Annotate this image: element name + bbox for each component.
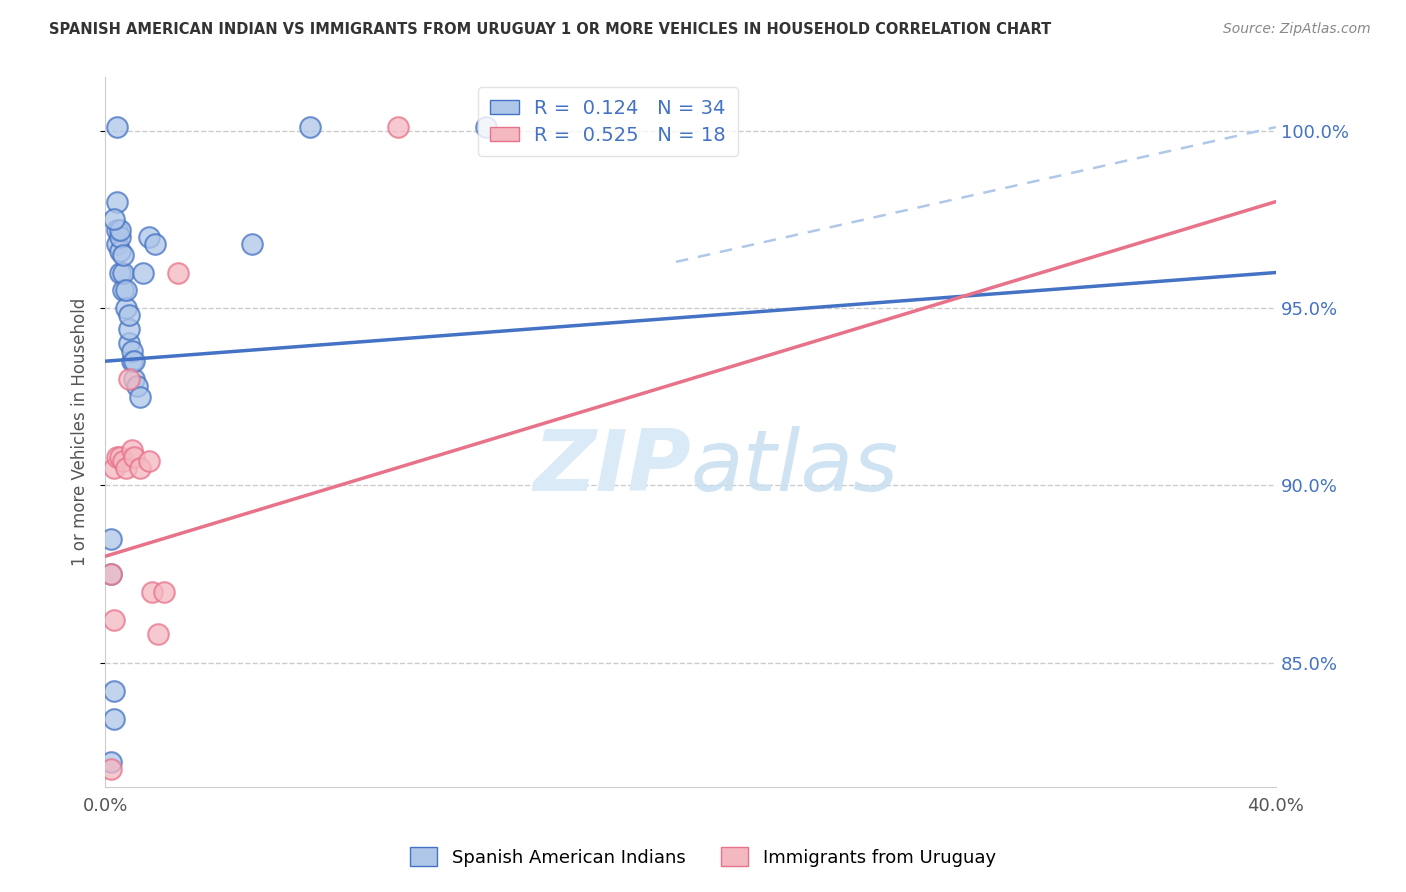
Point: [105, 450, 128, 464]
Point: [124, 354, 146, 368]
Point: [103, 684, 125, 698]
Point: [108, 266, 131, 280]
Point: [100, 755, 122, 769]
Point: [143, 237, 166, 252]
Text: Source: ZipAtlas.com: Source: ZipAtlas.com: [1223, 22, 1371, 37]
Point: [108, 450, 131, 464]
Point: [105, 194, 128, 209]
Point: [141, 584, 163, 599]
Point: [129, 390, 152, 404]
Point: [138, 453, 160, 467]
Point: [117, 336, 139, 351]
Point: [111, 266, 134, 280]
Point: [132, 266, 155, 280]
Point: [111, 453, 134, 467]
Point: [105, 237, 128, 252]
Point: [108, 244, 131, 259]
Point: [100, 532, 122, 546]
Point: [105, 223, 128, 237]
Point: [117, 322, 139, 336]
Point: [108, 230, 131, 244]
Point: [111, 248, 134, 262]
Y-axis label: 1 or more Vehicles in Household: 1 or more Vehicles in Household: [72, 298, 89, 566]
Point: [108, 223, 131, 237]
Point: [124, 372, 146, 386]
Point: [103, 460, 125, 475]
Point: [121, 354, 143, 368]
Legend: R =  0.124   N = 34, R =  0.525   N = 18: R = 0.124 N = 34, R = 0.525 N = 18: [478, 87, 738, 156]
Legend: Spanish American Indians, Immigrants from Uruguay: Spanish American Indians, Immigrants fro…: [402, 840, 1004, 874]
Point: [117, 308, 139, 322]
Point: [124, 450, 146, 464]
Point: [167, 266, 190, 280]
Point: [240, 237, 263, 252]
Point: [100, 567, 122, 582]
Point: [103, 713, 125, 727]
Point: [121, 442, 143, 457]
Point: [138, 230, 160, 244]
Point: [146, 627, 169, 641]
Point: [299, 120, 322, 134]
Point: [103, 212, 125, 227]
Text: atlas: atlas: [690, 426, 898, 509]
Text: ZIP: ZIP: [533, 426, 690, 509]
Point: [387, 120, 409, 134]
Point: [152, 584, 174, 599]
Point: [127, 379, 149, 393]
Point: [117, 372, 139, 386]
Point: [474, 120, 496, 134]
Point: [121, 343, 143, 358]
Point: [114, 283, 136, 297]
Point: [111, 283, 134, 297]
Point: [129, 460, 152, 475]
Point: [105, 120, 128, 134]
Point: [100, 762, 122, 776]
Point: [114, 301, 136, 315]
Point: [114, 460, 136, 475]
Text: SPANISH AMERICAN INDIAN VS IMMIGRANTS FROM URUGUAY 1 OR MORE VEHICLES IN HOUSEHO: SPANISH AMERICAN INDIAN VS IMMIGRANTS FR…: [49, 22, 1052, 37]
Point: [103, 613, 125, 627]
Point: [100, 567, 122, 582]
